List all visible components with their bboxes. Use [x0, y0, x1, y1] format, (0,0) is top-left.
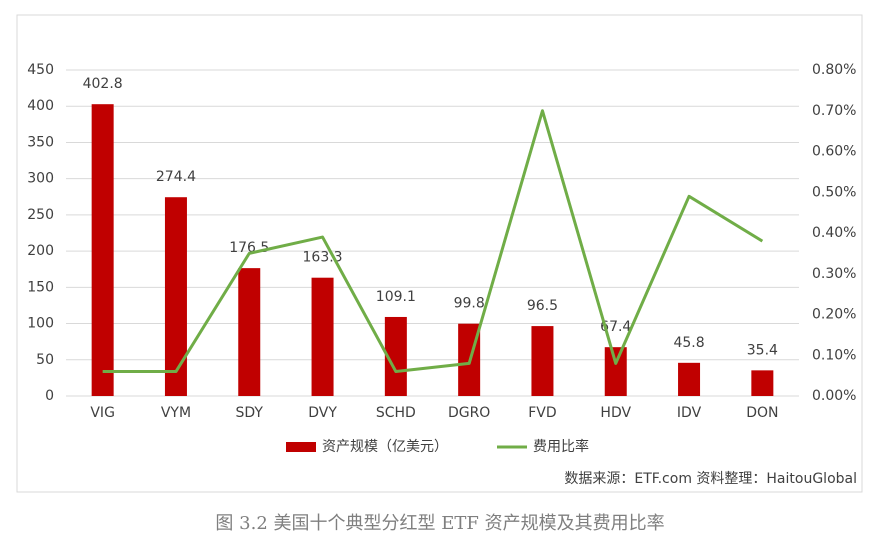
y2-tick-label: 0.10% — [812, 347, 856, 363]
y-tick-label: 150 — [27, 279, 54, 295]
y2-tick-label: 0.40% — [812, 225, 856, 241]
bar — [311, 277, 334, 396]
y-tick-label: 250 — [27, 207, 54, 223]
data-label: 67.4 — [600, 319, 631, 335]
bar — [164, 197, 187, 396]
data-label: 274.4 — [156, 169, 196, 185]
data-label: 99.8 — [454, 296, 485, 312]
x-tick-label: SCHD — [376, 405, 416, 421]
source-note: 数据来源：ETF.com 资料整理：HaitouGlobal — [564, 471, 857, 487]
legend-label: 资产规模（亿美元） — [322, 439, 448, 455]
x-tick-label: DGRO — [448, 405, 490, 421]
x-tick-label: IDV — [677, 405, 702, 421]
x-tick-label: DON — [746, 405, 778, 421]
data-label: 402.8 — [83, 76, 123, 92]
x-tick-label: VYM — [161, 405, 191, 421]
data-label: 109.1 — [376, 289, 416, 305]
x-tick-label: DVY — [308, 405, 337, 421]
y2-tick-label: 0.00% — [812, 388, 856, 404]
y-tick-label: 100 — [27, 316, 54, 332]
y2-tick-label: 0.70% — [812, 103, 856, 119]
bar — [238, 268, 261, 396]
y-tick-label: 450 — [27, 62, 54, 78]
chart-frame — [16, 14, 863, 493]
bar — [531, 326, 554, 396]
y2-tick-label: 0.30% — [812, 266, 856, 282]
y2-tick-label: 0.20% — [812, 307, 856, 323]
y-tick-label: 350 — [27, 134, 54, 150]
data-label: 45.8 — [673, 335, 704, 351]
x-tick-label: VIG — [90, 405, 115, 421]
bar — [678, 362, 701, 396]
x-tick-label: SDY — [236, 405, 264, 421]
bar — [604, 347, 627, 396]
line — [102, 109, 764, 374]
bar — [751, 370, 774, 396]
y-tick-label: 0 — [45, 388, 54, 404]
figure-caption: 图 3.2 美国十个典型分红型 ETF 资产规模及其费用比率 — [215, 513, 664, 534]
x-tick-label: HDV — [600, 405, 631, 421]
legend-swatch — [286, 442, 316, 452]
y-tick-label: 400 — [27, 98, 54, 114]
x-tick-label: FVD — [528, 405, 556, 421]
y2-tick-label: 0.80% — [812, 62, 856, 78]
y-tick-label: 200 — [27, 243, 54, 259]
y2-tick-label: 0.60% — [812, 144, 856, 160]
legend-label: 费用比率 — [533, 438, 589, 455]
data-label: 96.5 — [527, 298, 558, 314]
y2-tick-label: 0.50% — [812, 184, 856, 200]
y-tick-label: 300 — [27, 171, 54, 187]
y-tick-label: 50 — [36, 352, 54, 368]
bar — [91, 104, 114, 396]
data-label: 35.4 — [747, 342, 778, 358]
bar — [384, 316, 407, 396]
